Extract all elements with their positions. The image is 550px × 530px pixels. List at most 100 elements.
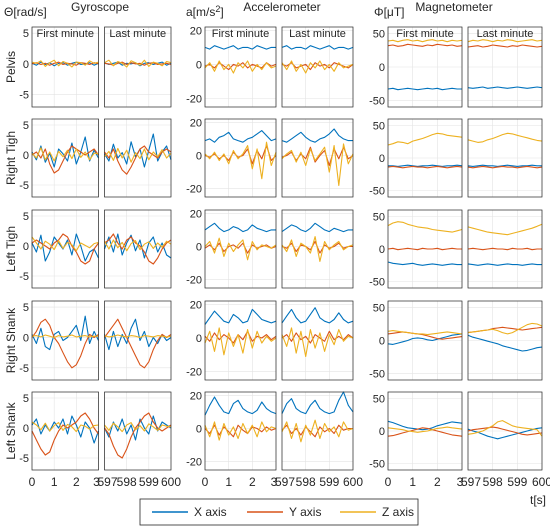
panel-gyro-2: -5 0 5 bbox=[19, 209, 172, 289]
y-tick-label: -5 bbox=[19, 180, 29, 192]
panel-magn-0: First minute Last minute -50 0 50 bbox=[369, 26, 543, 108]
series-line-magn-3-1-first bbox=[387, 331, 463, 340]
x-tick-label: 3 bbox=[271, 475, 278, 489]
x-tick-label: 1 bbox=[51, 475, 58, 489]
series-line-accel-0-0-first bbox=[204, 45, 276, 50]
x-tick-label: 0 bbox=[29, 475, 36, 489]
series-line-magn-1-1-last bbox=[467, 165, 543, 169]
row-labels: Pelvis Right Tigh Left Tigh Right Shank Left… bbox=[4, 51, 18, 460]
series-line-accel-1-2-last bbox=[281, 143, 354, 186]
column-headers: Θ[rad/s] Gyroscope a[m/s2] Accelerometer… bbox=[4, 0, 493, 19]
y-tick-label: -20 bbox=[186, 367, 202, 379]
x-tick-label: 597 bbox=[97, 475, 117, 489]
axes-box bbox=[31, 209, 99, 289]
series-line-magn-4-0-first bbox=[387, 420, 463, 431]
plot-area bbox=[104, 119, 171, 197]
row-label-0: Pelvis bbox=[4, 51, 18, 83]
series-line-magn-1-1-first bbox=[387, 165, 463, 169]
x-tick-label: 3 bbox=[93, 475, 100, 489]
series-line-magn-4-2-last bbox=[467, 420, 543, 437]
x-tick-label: 598 bbox=[483, 475, 503, 489]
y-tick-label: 0 bbox=[196, 151, 202, 163]
plot-area bbox=[32, 392, 99, 470]
series-line-magn-3-0-last bbox=[467, 334, 543, 352]
panel-magn-3: -50 0 50 bbox=[369, 300, 543, 380]
series-line-gyro-3-0-first bbox=[31, 315, 99, 351]
x-tick-label: 599 bbox=[319, 475, 339, 489]
y-tick-label: 5 bbox=[23, 393, 29, 405]
accel-unit-label: a[m/s2] bbox=[186, 4, 224, 19]
series-line-magn-1-0-first bbox=[388, 164, 463, 167]
y-tick-label: 50 bbox=[373, 212, 385, 224]
plot-area bbox=[205, 119, 276, 197]
series-line-magn-4-1-first bbox=[387, 427, 463, 437]
axes-box bbox=[204, 118, 277, 198]
segment-label: First minute bbox=[396, 28, 453, 40]
axes-box bbox=[31, 118, 99, 198]
panel-gyro-0: First minute Last minute -5 0 5 bbox=[19, 26, 172, 108]
series-line-gyro-3-2-last bbox=[104, 334, 172, 339]
row-label-1: Right Tigh bbox=[4, 131, 18, 185]
panel-grid: First minute Last minute-505 First minute L… bbox=[19, 25, 543, 471]
axes-box bbox=[281, 300, 354, 381]
y-tick-label: 0 bbox=[23, 332, 29, 344]
row-label-4: Left Shank bbox=[4, 401, 18, 459]
y-tick-label: 50 bbox=[373, 121, 385, 133]
segment-label: Last minute bbox=[289, 28, 346, 40]
series-line-magn-0-2-first bbox=[387, 39, 463, 43]
axes-box bbox=[204, 300, 277, 381]
axes-box bbox=[281, 118, 354, 198]
series-line-accel-1-0-last bbox=[281, 128, 353, 143]
legend: X axis Y axis Z axis bbox=[139, 498, 419, 526]
axes-box bbox=[31, 391, 99, 471]
axes-box bbox=[104, 300, 172, 381]
series-line-accel-2-2-last bbox=[281, 236, 354, 262]
series-line-magn-0-0-last bbox=[467, 86, 543, 89]
series-line-magn-1-0-last bbox=[467, 164, 542, 167]
panel-gyro-1: -5 0 5 bbox=[19, 118, 172, 198]
series-line-accel-3-1-last bbox=[281, 330, 354, 344]
axes-box bbox=[281, 26, 354, 108]
y-tick-label: -5 bbox=[19, 90, 29, 102]
series-line-magn-1-2-last bbox=[467, 132, 543, 143]
y-tick-label: 20 bbox=[190, 390, 202, 402]
panel-accel-3: -20 0 20 bbox=[186, 299, 354, 381]
y-tick-label: -20 bbox=[186, 93, 202, 105]
axes-box bbox=[204, 209, 277, 289]
plot-area bbox=[32, 27, 99, 107]
y-tick-label: 20 bbox=[190, 208, 202, 220]
series-line-gyro-1-2-last bbox=[104, 147, 172, 163]
series-line-magn-4-1-last bbox=[467, 426, 543, 436]
axes-box bbox=[104, 118, 172, 198]
x-tick-label: 0 bbox=[385, 475, 392, 489]
gyro-title: Gyroscope bbox=[71, 0, 129, 14]
series-line-magn-0-2-last bbox=[467, 39, 543, 43]
axes-box bbox=[467, 209, 543, 289]
series-line-accel-3-0-first bbox=[204, 308, 277, 325]
segment-label: First minute bbox=[212, 28, 269, 40]
y-tick-label: -20 bbox=[186, 184, 202, 196]
y-tick-label: -50 bbox=[369, 95, 385, 107]
series-line-gyro-3-1-last bbox=[104, 318, 172, 369]
series-line-magn-0-1-first bbox=[387, 43, 463, 47]
series-line-accel-4-2-first bbox=[204, 421, 277, 441]
series-line-accel-4-0-last bbox=[281, 391, 354, 415]
axes-box bbox=[104, 391, 172, 471]
axes-box bbox=[467, 26, 543, 108]
legend-label-2: Z axis bbox=[382, 505, 414, 519]
series-line-accel-0-2-first bbox=[204, 60, 277, 74]
series-line-magn-2-1-last bbox=[467, 247, 542, 251]
y-tick-label: -20 bbox=[186, 275, 202, 287]
axes-box bbox=[387, 209, 463, 289]
series-line-magn-0-0-first bbox=[387, 87, 462, 91]
row-label-2: Left Tigh bbox=[4, 226, 18, 272]
panel-magn-1: -50 0 50 bbox=[369, 118, 543, 198]
y-tick-label: 50 bbox=[373, 303, 385, 315]
series-line-accel-2-0-first bbox=[204, 222, 276, 233]
y-tick-label: 0 bbox=[196, 242, 202, 254]
series-line-gyro-0-2-last bbox=[104, 59, 172, 68]
series-line-gyro-2-2-last bbox=[104, 239, 172, 252]
series-line-accel-4-2-last bbox=[281, 419, 354, 443]
y-tick-label: 0 bbox=[379, 336, 385, 348]
axes-box bbox=[281, 391, 354, 471]
